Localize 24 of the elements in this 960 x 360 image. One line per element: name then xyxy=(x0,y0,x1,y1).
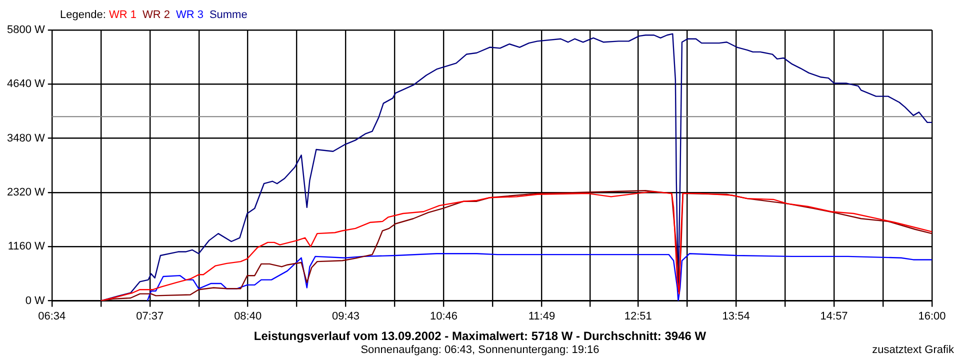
text: Leistungsverlauf vom 13.09.2002 - Maximalwert: 5718 W - Durchschnitt: 3946 W xyxy=(252,329,708,343)
y-tick-label: 2320 W xyxy=(6,186,46,199)
x-tick-label: 14:57 xyxy=(820,310,848,322)
y-tick-label: 3480 W xyxy=(6,132,46,144)
text: Summe xyxy=(209,9,248,21)
y-tick-label: 4640 W xyxy=(6,78,46,90)
y-tick-label: 1160 W xyxy=(8,240,46,253)
x-tick-label: 13:54 xyxy=(722,310,750,322)
x-tick-label: 12:51 xyxy=(624,310,652,322)
text: WR 1 xyxy=(108,9,136,21)
x-tick-label: 08:40 xyxy=(234,310,262,322)
text: zusatztext Grafik xyxy=(872,344,954,356)
x-tick-label: 09:43 xyxy=(332,310,360,322)
text: WR 3 xyxy=(176,9,204,21)
y-tick-label: 5800 W xyxy=(6,24,46,36)
x-tick-label: 11:49 xyxy=(528,310,556,322)
x-tick-label: 06:34 xyxy=(38,310,66,322)
x-tick-label: 07:37 xyxy=(136,310,164,322)
x-tick-label: 10:46 xyxy=(430,310,458,322)
y-tick-label: 0 W xyxy=(25,294,46,307)
x-tick-label: 16:00 xyxy=(918,310,946,322)
text: WR 2 xyxy=(142,9,170,21)
legend-title: Legende: xyxy=(60,9,107,21)
text: Sonnenaufgang: 06:43, Sonnenuntergang: 19:16 xyxy=(360,344,600,356)
